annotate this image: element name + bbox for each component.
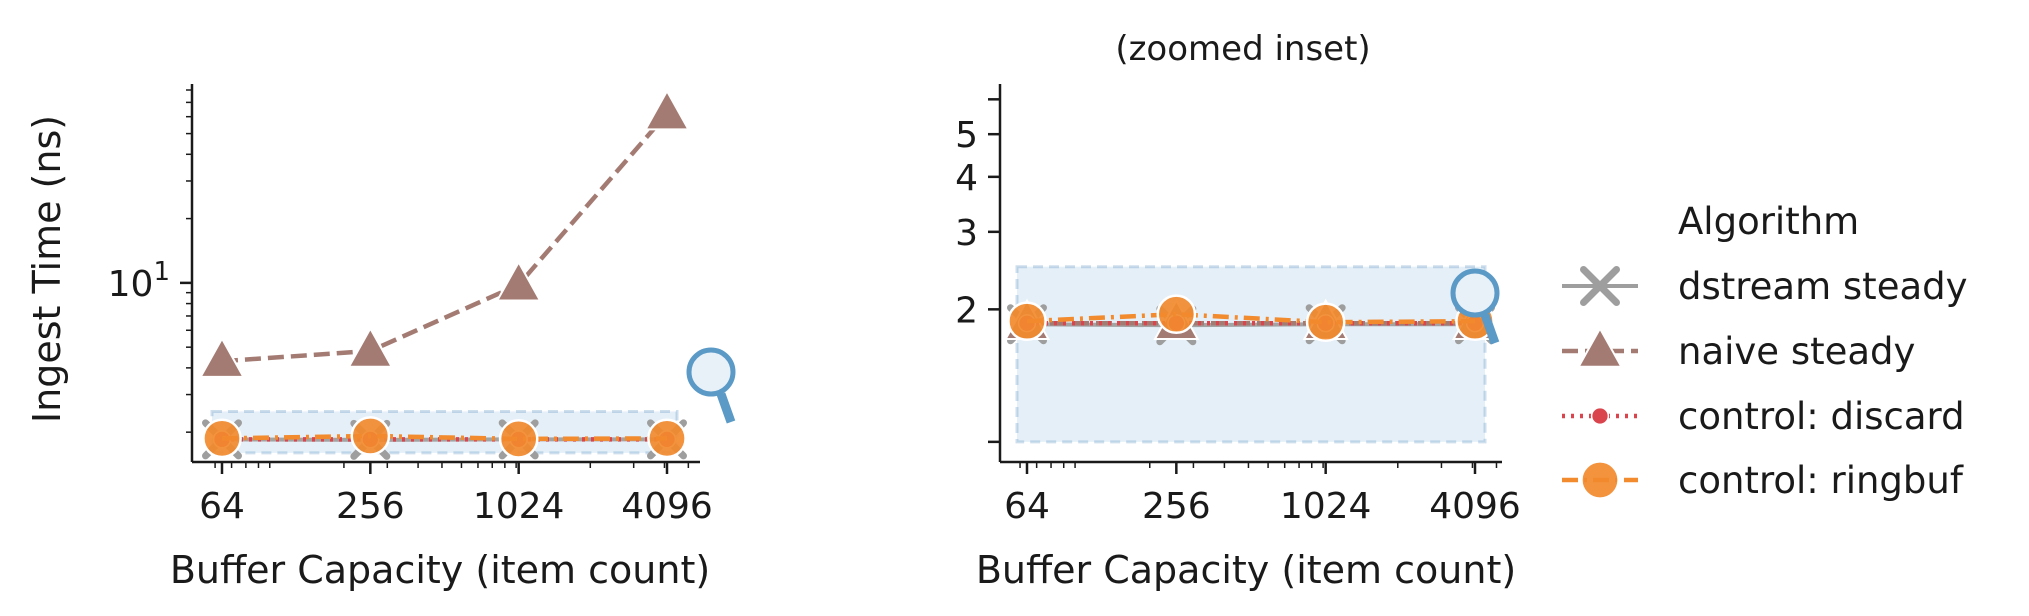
- axes: [190, 84, 700, 464]
- magnifier-icon: [1450, 268, 1500, 345]
- legend-marker: [1580, 266, 1620, 306]
- magnifier-handle: [1480, 313, 1500, 345]
- magnifier-lens: [686, 347, 736, 397]
- panel-title: (zoomed inset): [1115, 29, 1370, 69]
- series-layer: [198, 89, 691, 460]
- magnifier-handle: [716, 392, 736, 424]
- highlight-region: [210, 409, 679, 455]
- magnifier-lens: [1450, 268, 1500, 318]
- legend-item: control: discard: [1562, 395, 1965, 438]
- x-tick-label: 64: [199, 486, 245, 527]
- data-point: [1156, 294, 1197, 335]
- data-point: [1305, 302, 1346, 343]
- series-line: [221, 112, 669, 364]
- legend-marker: [1576, 326, 1624, 368]
- y-axis-label: Ingest Time (ns): [25, 115, 69, 423]
- legend-label: dstream steady: [1678, 265, 1968, 308]
- x-tick-label: 1024: [473, 486, 565, 527]
- y-tick-label: 2: [955, 290, 978, 331]
- y-tick-label: 4: [955, 158, 978, 199]
- legend-marker: [1580, 460, 1620, 500]
- highlight-box: [210, 409, 679, 455]
- right-panel: 64 256 1024 4096 2 3 45 (zoomed inset) Buffer …: [955, 29, 1521, 592]
- ticks: 64 256 1024 4096 101: [108, 89, 713, 527]
- data-point: [647, 418, 687, 459]
- y-tick-label: 101: [108, 257, 170, 305]
- data-point: [198, 336, 246, 378]
- data-point: [1007, 301, 1047, 342]
- series-control-ringbuf: [202, 416, 687, 459]
- legend-item: control: ringbuf: [1562, 459, 1964, 502]
- x-tick-label: 256: [336, 486, 405, 527]
- legend-marker-stroke: [1580, 266, 1620, 306]
- x-tick-label: 1024: [1280, 486, 1372, 527]
- legend-label: control: discard: [1678, 395, 1965, 438]
- axes: [998, 84, 1502, 464]
- series-naive-steady: [198, 89, 691, 378]
- x-axis-label: Buffer Capacity (item count): [170, 548, 710, 592]
- x-tick-label: 64: [1004, 486, 1050, 527]
- highlight-box: [1015, 265, 1487, 444]
- series-line: [1026, 311, 1476, 325]
- x-tick-label: 4096: [1429, 486, 1521, 527]
- data-point: [350, 416, 391, 456]
- data-point: [202, 418, 242, 459]
- legend-item: dstream steady: [1562, 265, 1968, 308]
- data-point: [495, 260, 542, 302]
- data-point: [347, 326, 394, 368]
- series-line: [221, 433, 668, 442]
- magnifier-icon: [686, 347, 736, 424]
- y-tick-label: 3: [955, 213, 978, 254]
- ticks: 64 256 1024 4096 2 3 45: [955, 98, 1521, 527]
- highlight-region: [1015, 265, 1487, 444]
- left-panel: 64 256 1024 4096 101 Buffer Capacity (item c…: [25, 84, 736, 592]
- legend-title: Algorithm: [1678, 200, 1859, 243]
- legend-label: control: ringbuf: [1678, 459, 1964, 502]
- legend-marker: [1590, 406, 1610, 426]
- x-tick-label: 256: [1142, 486, 1211, 527]
- legend: Algorithm dstream steady naive steady cont…: [1562, 200, 1968, 502]
- y-tick-label: 5: [955, 115, 978, 156]
- legend-item: naive steady: [1562, 326, 1915, 373]
- x-axis-label: Buffer Capacity (item count): [976, 548, 1516, 592]
- x-tick-label: 4096: [621, 486, 713, 527]
- legend-items: dstream steady naive steady control: disca…: [1562, 265, 1968, 502]
- data-point: [498, 419, 539, 459]
- data-point: [643, 89, 691, 131]
- legend-label: naive steady: [1678, 330, 1915, 373]
